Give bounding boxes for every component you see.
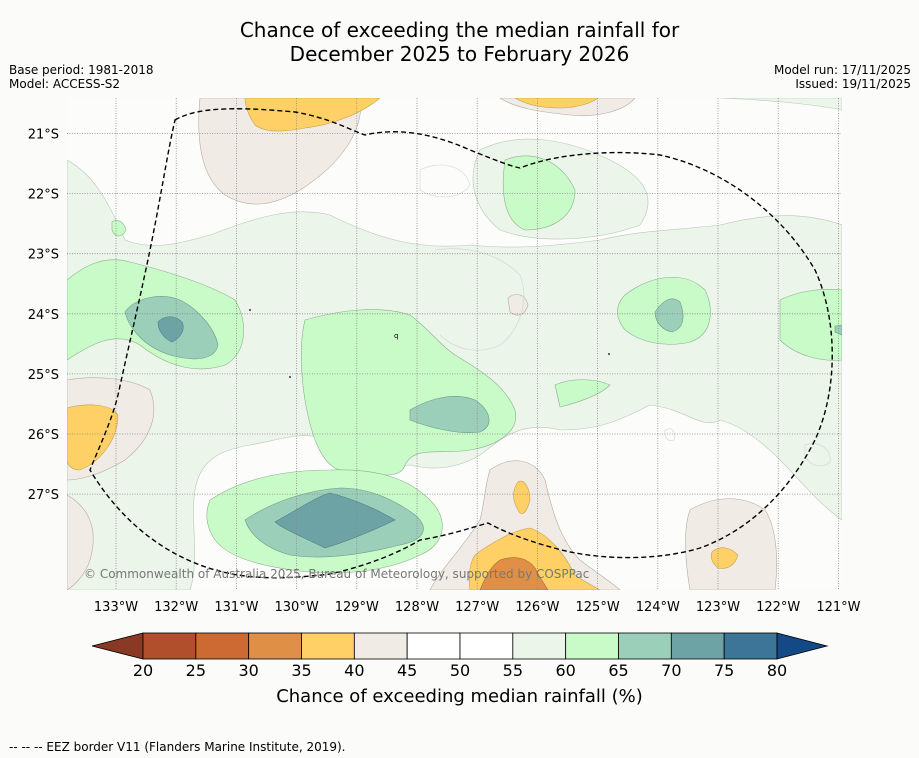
region-40-45-sw [67,494,94,590]
lon-label: 131°W [214,600,258,615]
colorbar-tick-label: 30 [238,661,259,680]
contour-faint-4 [804,443,831,467]
lat-label: 23°S [28,248,59,263]
footnote: -- -- -- EEZ border V11 (Flanders Marine… [9,740,346,754]
lon-label: 128°W [395,600,439,615]
model-run: Model run: 17/11/2025 [773,63,911,77]
colorbar-segment [142,632,197,660]
region-65-70-center [409,396,490,433]
latitude-labels: 21°S 22°S 23°S 24°S 25°S 26°S 27°S [28,128,59,504]
title-line-1: Chance of exceeding the median rainfall … [239,18,680,42]
lat-label: 27°S [28,488,59,503]
colorbar-tick-label: 55 [502,661,523,680]
region-55-60-ne [719,98,842,111]
region-60-65-north [502,155,576,231]
lat-label: 25°S [28,368,59,383]
contour-faint-1 [419,164,471,198]
colorbar-tick-label: 75 [713,661,735,680]
region-35-40-north [244,98,381,132]
base-period: Base period: 1981-2018 [9,63,154,77]
colorbar-tick-label: 45 [396,661,418,680]
graticule [67,98,842,590]
contour-faint-3 [664,428,675,441]
colorbar-tick-label: 35 [291,661,312,680]
region-60-65-far-east [779,289,842,361]
region-60-65-center [300,309,517,476]
colorbar-tick-label: 40 [344,661,365,680]
lon-label: 132°W [154,600,198,615]
eez-border [89,108,833,579]
lon-label: 122°W [756,600,800,615]
colorbar-segment [670,632,725,660]
marker-3 [289,376,291,378]
marker-2 [249,309,251,311]
region-35-40-spot [513,480,531,514]
lat-label: 26°S [28,428,59,443]
colorbar-tick-label: 25 [185,661,206,680]
colorbar-tick-label: 80 [766,661,788,680]
colorbar-segment [353,632,408,660]
lon-label: 124°W [636,600,680,615]
colorbar-tick-label: 20 [132,661,154,680]
region-65-70-east [654,298,684,333]
colorbar-segment [723,632,778,660]
lon-label: 123°W [696,600,740,615]
region-30-35-south [479,557,549,590]
contour-faint-2 [434,248,525,351]
region-40-45-se [685,498,777,590]
colorbar-segment [512,632,567,660]
colorbar-extend-high [776,632,829,660]
meta-right: Model run: 17/11/2025 Issued: 19/11/2025 [774,63,911,91]
colorbar-segment [406,632,461,660]
longitude-labels: 133°W 132°W 131°W 130°W 129°W 128°W 127°W 126°W… [94,600,861,615]
region-35-40-west [67,404,119,471]
colorbar-label: Chance of exceeding median rainfall (%) [276,686,643,707]
map-title: Chance of exceeding the median rainfall … [0,18,919,66]
lon-label: 127°W [455,600,499,615]
colorbar [91,632,829,660]
region-35-40-north-2 [514,98,599,109]
colorbar-tick-label: 70 [661,661,682,680]
lon-label: 133°W [94,600,138,615]
lon-label: 126°W [515,600,559,615]
lon-label: 121°W [816,600,860,615]
colorbar-tick-label: 50 [449,661,471,680]
lon-label: 130°W [275,600,319,615]
lat-label: 24°S [28,308,59,323]
lat-label: 22°S [28,188,59,203]
meta-left: Base period: 1981-2018 Model: ACCESS-S2 [9,63,154,91]
region-65-70-edge [834,324,842,336]
marker-1: q [394,332,398,340]
colorbar-segment [248,632,302,660]
colorbar-extend-low [91,632,144,660]
colorbar-tick-label: 60 [555,661,576,680]
colorbar-segment [301,632,355,660]
lon-label: 125°W [576,600,620,615]
region-40-45-dot [507,294,529,316]
region-60-65-small [554,379,611,408]
rainfall-contours [67,98,842,590]
colorbar-segment [618,632,672,660]
region-70-75-west [157,316,184,343]
colorbar-tick-label: 65 [608,661,629,680]
colorbar-segment [459,632,514,660]
lat-label: 21°S [28,128,59,143]
issued-date: Issued: 19/11/2025 [795,77,911,91]
lon-label: 129°W [335,600,379,615]
title-line-2: December 2025 to February 2026 [289,42,630,66]
colorbar-segment [565,632,619,660]
model-name: Model: ACCESS-S2 [9,77,121,91]
copyright-text: © Commonwealth of Australia 2025, Bureau… [84,567,589,581]
region-70-75-south [274,492,396,549]
colorbar-segment [195,632,250,660]
region-60-65-tiny [111,220,127,237]
marker-4 [608,353,610,355]
